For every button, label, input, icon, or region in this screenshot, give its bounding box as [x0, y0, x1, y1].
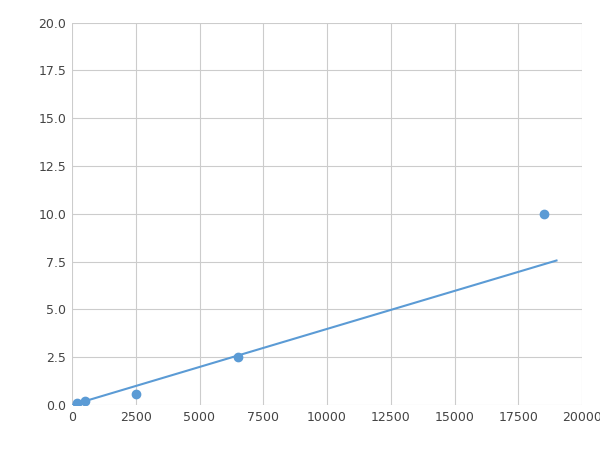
- Point: [72, 400, 82, 407]
- Point: [233, 354, 242, 361]
- Point: [539, 210, 548, 217]
- Point: [131, 390, 140, 397]
- Point: [80, 398, 89, 405]
